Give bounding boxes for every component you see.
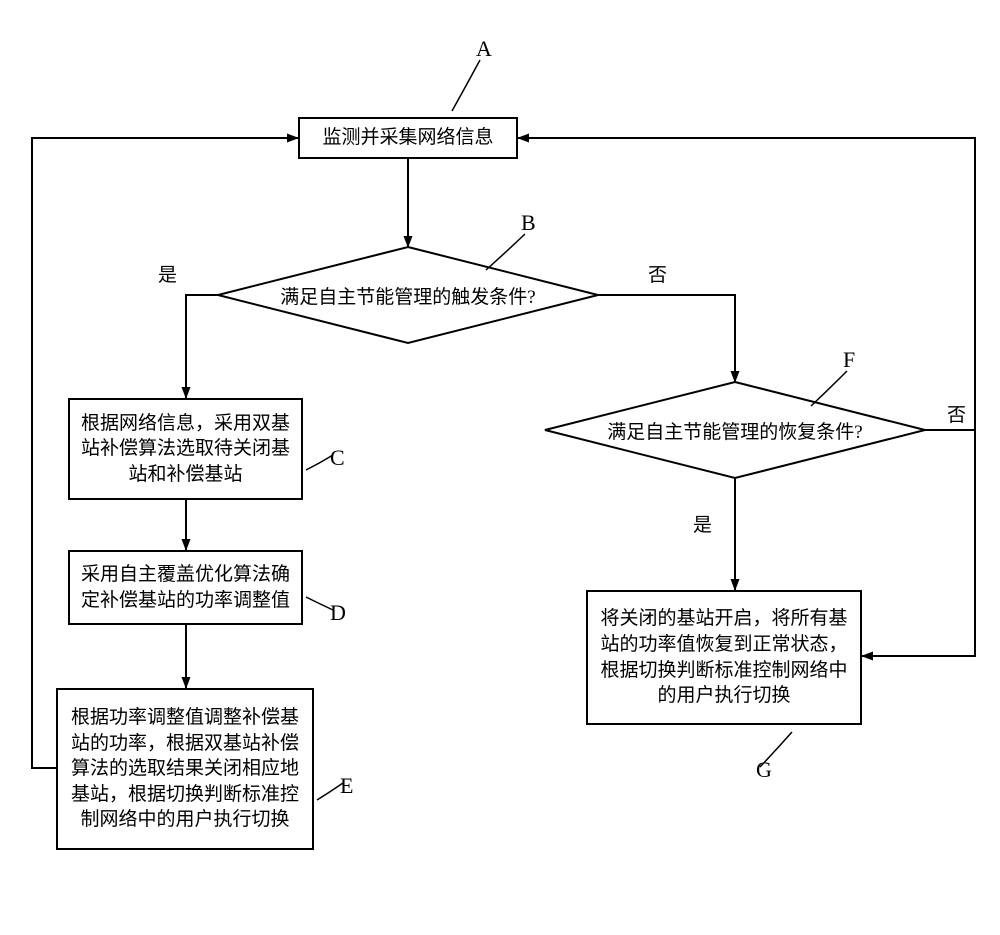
edge-label-f-yes-text: 是 [693,515,712,536]
edge-label-b-no-text: 否 [648,265,667,286]
tag-f: F [843,347,855,373]
edge-label-b-yes: 是 [158,260,177,287]
tag-g-text: G [756,757,772,782]
node-e-label: 根据功率调整值调整补偿基站的功率，根据双基站补偿算法的选取结果关闭相应地基站，根… [66,705,304,833]
tag-a: A [476,36,492,62]
edge-label-f-no-text: 否 [947,405,966,426]
node-e: 根据功率调整值调整补偿基站的功率，根据双基站补偿算法的选取结果关闭相应地基站，根… [56,688,314,850]
edge-label-b-no: 否 [648,260,667,287]
node-d-label: 采用自主覆盖优化算法确定补偿基站的功率调整值 [78,562,293,613]
tag-e: E [340,773,353,799]
tag-b: B [521,210,536,236]
node-f-label: 满足自主节能管理的恢复条件? [607,417,862,444]
tag-b-text: B [521,210,536,235]
node-a-label: 监测并采集网络信息 [322,125,493,151]
flowchart-canvas: 监测并采集网络信息 根据网络信息，采用双基站补偿算法选取待关闭基站和补偿基站 采… [0,0,1000,935]
node-b-label: 满足自主节能管理的触发条件? [280,282,535,309]
node-b: 满足自主节能管理的触发条件? [218,247,598,343]
node-d: 采用自主覆盖优化算法确定补偿基站的功率调整值 [68,550,303,625]
edge-label-f-no: 否 [947,400,966,427]
node-a: 监测并采集网络信息 [298,117,518,159]
node-c: 根据网络信息，采用双基站补偿算法选取待关闭基站和补偿基站 [68,398,303,500]
tag-c-text: C [330,445,345,470]
node-f: 满足自主节能管理的恢复条件? [545,382,925,478]
tag-c: C [330,445,345,471]
edge-label-b-yes-text: 是 [158,265,177,286]
tag-d-text: D [330,600,346,625]
node-g: 将关闭的基站开启，将所有基站的功率值恢复到正常状态，根据切换判断标准控制网络中的… [586,590,862,725]
node-c-label: 根据网络信息，采用双基站补偿算法选取待关闭基站和补偿基站 [78,411,293,488]
tag-d: D [330,600,346,626]
node-g-label: 将关闭的基站开启，将所有基站的功率值恢复到正常状态，根据切换判断标准控制网络中的… [596,606,852,709]
edge-label-f-yes: 是 [693,510,712,537]
tag-g: G [756,757,772,783]
tag-a-text: A [476,36,492,61]
tag-e-text: E [340,773,353,798]
tag-f-text: F [843,347,855,372]
